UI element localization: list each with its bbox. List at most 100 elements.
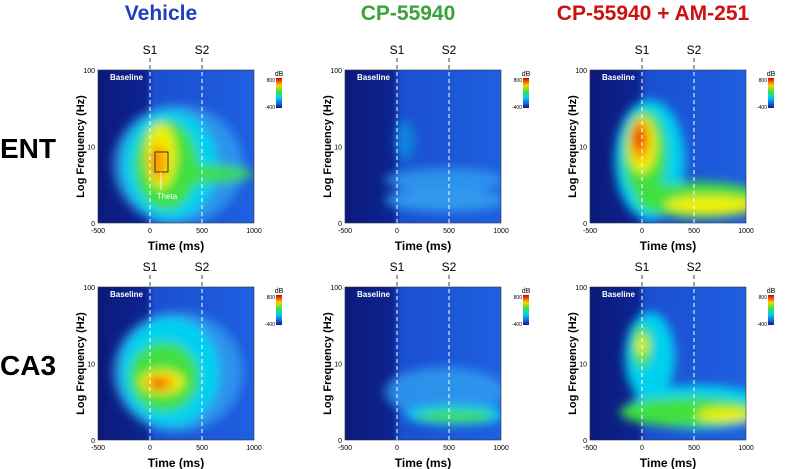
y-tick-label: 100 — [83, 68, 95, 75]
theta-label: Theta — [157, 192, 178, 201]
y-axis-label: Log Frequency (Hz) — [567, 95, 579, 198]
y-tick-label: 0 — [583, 221, 587, 228]
y-tick-label: 10 — [334, 362, 342, 369]
row-label: ENT — [0, 133, 56, 164]
x-tick-label: 1000 — [738, 445, 754, 452]
colorbar-unit: dB — [275, 288, 284, 295]
y-tick-label: 10 — [579, 362, 587, 369]
y-axis-label: Log Frequency (Hz) — [75, 312, 87, 415]
heatmap — [590, 287, 746, 440]
x-tick-label: 500 — [196, 445, 208, 452]
heatmap-blob — [395, 120, 415, 160]
heatmap-blobs — [620, 312, 746, 429]
y-tick-label: 100 — [83, 285, 95, 292]
y-tick-label: 0 — [583, 438, 587, 445]
x-tick-label: 500 — [443, 445, 455, 452]
stimulus-label: S1 — [390, 260, 405, 274]
x-tick-label: 1000 — [493, 445, 509, 452]
plot-frame — [344, 69, 502, 224]
colorbar-unit: dB — [275, 71, 284, 78]
stimulus-label: S1 — [635, 43, 650, 57]
y-axis-label: Log Frequency (Hz) — [322, 312, 334, 415]
y-tick-label: 0 — [91, 221, 95, 228]
colorbar-unit: dB — [522, 288, 531, 295]
x-tick-label: -500 — [338, 445, 352, 452]
colorbar-min: -400 — [265, 105, 275, 111]
plot-frame — [589, 286, 747, 441]
heatmap-blob — [385, 168, 501, 192]
stimulus-label: S2 — [195, 260, 210, 274]
x-tick-label: 0 — [148, 445, 152, 452]
stimulus-label: S2 — [442, 260, 457, 274]
y-tick-label: 0 — [338, 221, 342, 228]
x-tick-label: -500 — [338, 228, 352, 235]
stimulus-label: S1 — [635, 260, 650, 274]
x-axis-label: Time (ms) — [640, 456, 696, 469]
row-label: CA3 — [0, 350, 56, 381]
baseline-label: Baseline — [357, 73, 390, 82]
y-tick-label: 0 — [91, 438, 95, 445]
x-tick-label: -500 — [583, 228, 597, 235]
colorbar — [276, 295, 282, 325]
baseline-label: Baseline — [357, 290, 390, 299]
x-axis-label: Time (ms) — [395, 239, 451, 253]
colorbar-min: -400 — [512, 105, 522, 111]
x-axis-label: Time (ms) — [148, 239, 204, 253]
heatmap-blob — [697, 408, 746, 422]
heatmap-blobs — [385, 120, 501, 212]
colorbar-max: 800 — [267, 295, 276, 301]
heatmap — [98, 70, 254, 223]
colorbar — [523, 78, 529, 108]
stimulus-label: S2 — [687, 43, 702, 57]
colorbar — [523, 295, 529, 325]
stimulus-label: S2 — [687, 260, 702, 274]
heatmap-blob — [150, 144, 166, 180]
plot-frame — [589, 69, 747, 224]
colorbar-min: -400 — [265, 322, 275, 328]
baseline-label: Baseline — [110, 290, 143, 299]
x-tick-label: 0 — [148, 228, 152, 235]
colorbar — [768, 78, 774, 108]
x-tick-label: 1000 — [246, 228, 262, 235]
x-tick-label: 0 — [640, 445, 644, 452]
theta-box — [154, 151, 169, 173]
x-tick-label: 1000 — [246, 445, 262, 452]
colorbar-unit: dB — [522, 71, 531, 78]
y-tick-label: 100 — [330, 285, 342, 292]
stimulus-label: S1 — [143, 260, 158, 274]
x-tick-label: 1000 — [493, 228, 509, 235]
y-tick-label: 10 — [87, 362, 95, 369]
heatmap-blob — [665, 196, 746, 214]
x-tick-label: 500 — [196, 228, 208, 235]
plot-frame — [97, 286, 255, 441]
baseline-label: Baseline — [602, 73, 635, 82]
stimulus-label: S2 — [195, 43, 210, 57]
heatmap — [98, 287, 254, 440]
heatmap — [590, 70, 746, 223]
heatmap-blobs — [385, 367, 501, 425]
stimulus-label: S1 — [143, 43, 158, 57]
x-tick-label: -500 — [91, 445, 105, 452]
x-tick-label: 0 — [395, 228, 399, 235]
colorbar-max: 800 — [759, 295, 768, 301]
colorbar-max: 800 — [514, 295, 523, 301]
x-tick-label: -500 — [91, 228, 105, 235]
heatmap — [345, 70, 501, 223]
y-tick-label: 100 — [330, 68, 342, 75]
heatmap-blobs — [615, 100, 746, 220]
y-tick-label: 0 — [338, 438, 342, 445]
colorbar-unit: dB — [767, 288, 776, 295]
baseline-label: Baseline — [602, 290, 635, 299]
column-title: CP-55940 — [361, 2, 456, 25]
heatmap-blob — [385, 188, 501, 212]
y-tick-label: 10 — [579, 145, 587, 152]
colorbar-max: 800 — [759, 78, 768, 84]
plot-frame — [97, 69, 255, 224]
x-axis-label: Time (ms) — [640, 239, 696, 253]
